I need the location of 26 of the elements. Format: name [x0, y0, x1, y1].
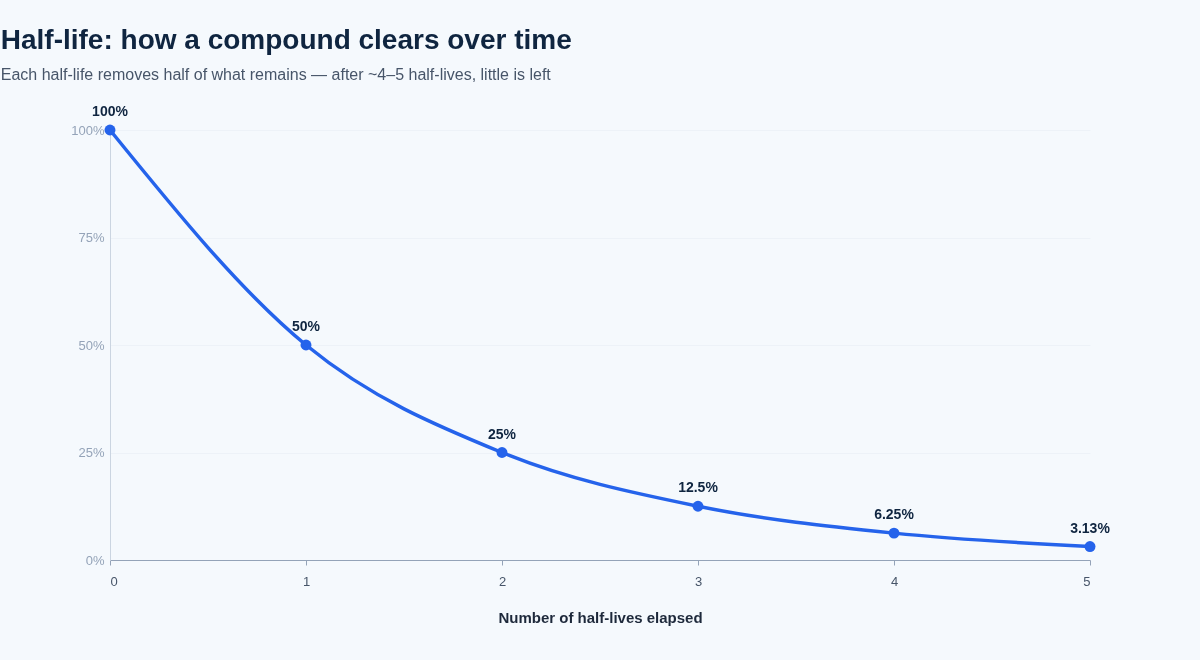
chart-title: Half-life: how a compound clears over time — [0, 24, 572, 55]
y-tick-label: 75% — [78, 230, 105, 245]
y-tick-label: 0% — [85, 552, 105, 568]
data-label: 6.25% — [874, 506, 915, 523]
point — [104, 124, 116, 136]
data-label: 3.13% — [1070, 519, 1111, 536]
x-tick-label: 1 — [302, 573, 311, 589]
x-axis-title: Number of half-lives elapsed — [498, 608, 703, 626]
x-tick-label: 0 — [110, 573, 118, 589]
point — [1084, 541, 1096, 553]
point — [496, 447, 508, 458]
x-tick-label: 2 — [498, 573, 507, 589]
data-label: 50% — [291, 318, 321, 334]
data-label: 12.5% — [678, 479, 719, 496]
y-tick-label: 100% — [71, 122, 105, 138]
data-label: 100% — [92, 103, 129, 119]
point — [300, 339, 312, 351]
chart-subtitle: Each half-life removes half of what remains — after ~4–5 half-lives, little is left — [0, 66, 552, 83]
x-tick-label: 4 — [890, 573, 899, 589]
y-tick-label: 25% — [78, 445, 105, 460]
x-tick-label: 5 — [1083, 573, 1091, 589]
x-tick-label: 3 — [694, 573, 703, 589]
point — [692, 500, 704, 512]
y-tick-label: 50% — [78, 337, 105, 353]
point — [888, 527, 900, 539]
data-label: 25% — [487, 425, 517, 442]
